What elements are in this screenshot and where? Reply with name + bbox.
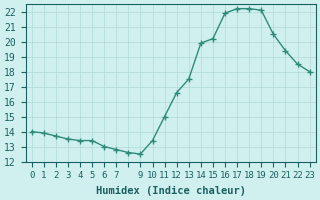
X-axis label: Humidex (Indice chaleur): Humidex (Indice chaleur) [96,186,246,196]
